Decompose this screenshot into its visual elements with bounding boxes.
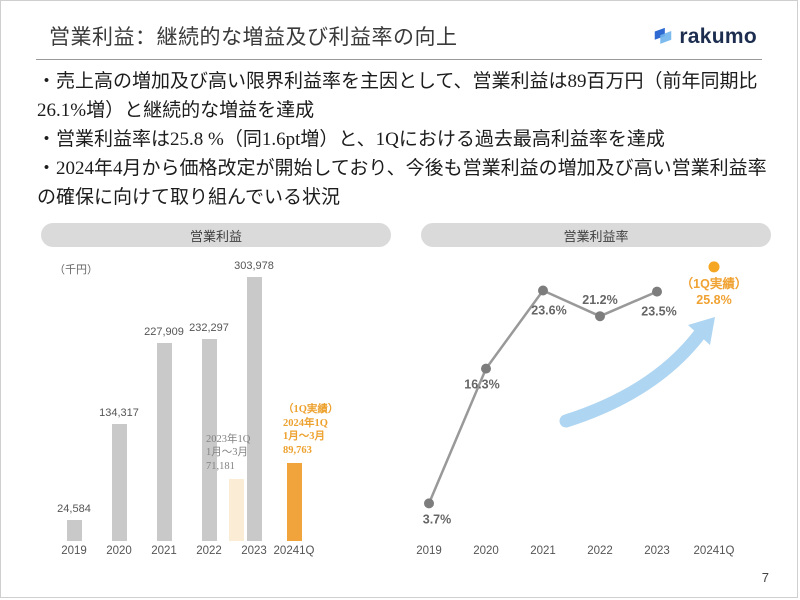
bar-2023-actual bbox=[247, 277, 262, 541]
axis-label-2019: 2019 bbox=[61, 545, 87, 557]
summary-text: ・売上高の増加及び高い限界利益率を主因として、営業利益は89百万円（前年同期比2… bbox=[37, 67, 769, 212]
operating-margin-chart-title: 営業利益率 bbox=[421, 223, 771, 247]
axis-label-2019: 2019 bbox=[416, 545, 442, 557]
axis-label-2021: 2021 bbox=[151, 545, 177, 557]
bar-2020-actual bbox=[112, 424, 127, 541]
margin-point-2021 bbox=[538, 285, 548, 296]
rakumo-mark-icon bbox=[652, 26, 674, 48]
growth-arrow-icon bbox=[559, 328, 706, 428]
margin-label-2021: 23.6% bbox=[531, 304, 566, 318]
bar-2021-actual bbox=[157, 343, 172, 541]
operating-margin-panel: 営業利益率 3.7% 16.3% 23.6% 21.2% 23.5% （1Q実績） 25.8… bbox=[416, 223, 776, 561]
bar-2023-q1-prior bbox=[229, 479, 244, 541]
summary-line-3: ・2024年4月から価格改定が開始しており、今後も営業利益の増加及び高い営業利益… bbox=[37, 158, 767, 208]
axis-label-2023: 2023 bbox=[644, 545, 670, 557]
margin-point-20241Q bbox=[708, 261, 720, 273]
rakumo-logo: rakumo bbox=[652, 25, 757, 49]
page-number: 7 bbox=[761, 570, 769, 585]
growth-arrow-head-icon bbox=[688, 317, 715, 345]
axis-label-2022: 2022 bbox=[587, 545, 613, 557]
margin-highlight-value: 25.8% bbox=[696, 293, 731, 307]
margin-point-2022 bbox=[595, 311, 605, 322]
operating-profit-panel: 営業利益 （千円） 24,584 134,317 227,909 232,297 303… bbox=[36, 223, 396, 561]
margin-point-2023 bbox=[652, 286, 662, 297]
margin-label-2019: 3.7% bbox=[423, 512, 452, 526]
operating-margin-axis: 2019 2020 2021 2022 2023 20241Q bbox=[416, 541, 776, 561]
bar-2019-actual bbox=[67, 520, 82, 541]
bar-value-2022: 232,297 bbox=[189, 322, 229, 334]
operating-profit-chart-title: 営業利益 bbox=[41, 223, 391, 247]
bar-value-2023: 303,978 bbox=[234, 260, 274, 272]
bar-2022-actual bbox=[202, 339, 217, 541]
summary-line-2: ・営業利益率は25.8 %（同1.6pt増）と、1Qにおける過去最高利益率を達成 bbox=[37, 129, 665, 150]
bar-annotation-20241Q-q1-current: （1Q実績） 2024年1Q 1月〜3月 89,763 bbox=[283, 404, 339, 456]
axis-label-20241Q: 20241Q bbox=[273, 545, 315, 557]
margin-point-2019 bbox=[424, 498, 434, 509]
operating-profit-axis: 2019 2020 2021 2022 2023 20241Q bbox=[36, 541, 396, 561]
axis-label-2022: 2022 bbox=[196, 545, 222, 557]
bar-value-2020: 134,317 bbox=[99, 407, 139, 419]
operating-margin-plot: 3.7% 16.3% 23.6% 21.2% 23.5% （1Q実績） 25.8% bbox=[423, 261, 748, 526]
margin-point-2020 bbox=[481, 363, 491, 374]
margin-highlight-caption: （1Q実績） bbox=[681, 276, 748, 291]
unit-label: （千円） bbox=[54, 264, 98, 276]
bar-value-2019: 24,584 bbox=[57, 503, 91, 515]
axis-label-2020: 2020 bbox=[106, 545, 132, 557]
axis-label-2021: 2021 bbox=[530, 545, 556, 557]
bar-annotation-2023-q1-prior: 2023年1Q 1月〜3月 71,181 bbox=[206, 433, 251, 472]
page-title: 営業利益：継続的な増益及び利益率の向上 bbox=[49, 25, 458, 49]
operating-profit-plot: （千円） 24,584 134,317 227,909 232,297 303,978 2… bbox=[36, 253, 396, 541]
rakumo-logo-text: rakumo bbox=[679, 25, 757, 48]
summary-line-1: ・売上高の増加及び高い限界利益率を主因として、営業利益は89百万円（前年同期比2… bbox=[37, 71, 758, 121]
margin-label-2020: 16.3% bbox=[464, 378, 499, 392]
margin-label-2023: 23.5% bbox=[641, 305, 676, 319]
axis-label-20241Q: 20241Q bbox=[693, 545, 735, 557]
bar-value-2021: 227,909 bbox=[144, 326, 184, 338]
margin-label-2022: 21.2% bbox=[582, 293, 617, 307]
axis-label-2023: 2023 bbox=[241, 545, 267, 557]
bar-20241Q-q1-current bbox=[287, 463, 302, 541]
title-divider bbox=[36, 59, 762, 60]
axis-label-2020: 2020 bbox=[473, 545, 499, 557]
